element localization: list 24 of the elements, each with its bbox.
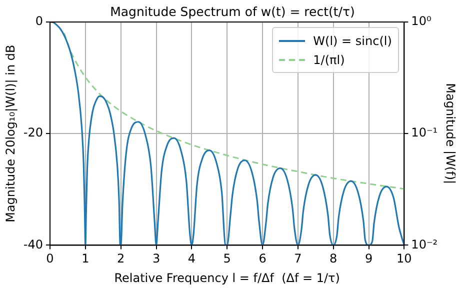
legend-label: W(l) = sinc(l)	[313, 34, 392, 48]
legend-label: 1/(πl)	[313, 52, 345, 66]
x-tick-label: 2	[117, 252, 125, 266]
y-tick-label: -40	[23, 237, 43, 252]
x-tick-label: 5	[223, 252, 231, 266]
y2-tick-label: 10⁰	[411, 14, 432, 28]
x-tick-label: 7	[294, 252, 302, 266]
line-series	[63, 32, 404, 190]
x-tick-label: 1	[82, 252, 90, 266]
x-tick-label: 4	[188, 252, 196, 266]
y2-axis-title: Magnitude |W(f)|	[444, 83, 458, 184]
x-tick-label: 3	[152, 252, 160, 266]
x-tick-label: 0	[46, 252, 54, 266]
x-tick-label: 6	[258, 252, 266, 266]
y2-tick-label: 10⁻²	[411, 237, 438, 252]
x-tick-label: 10	[396, 252, 412, 266]
chart-title: Magnitude Spectrum of w(t) = rect(t/τ)	[110, 4, 355, 19]
x-axis-title: Relative Frequency l = f/Δf (Δf = 1/τ)	[114, 270, 340, 285]
y2-tick-label: 10⁻¹	[411, 126, 438, 140]
y-axis-title: Magnitude 20log₁₀|W(l)| in dB	[3, 44, 18, 222]
y-tick-label: -20	[23, 126, 43, 140]
x-tick-label: 8	[330, 252, 338, 266]
y-tick-label: 0	[35, 14, 43, 28]
x-tick-label: 9	[364, 252, 373, 266]
